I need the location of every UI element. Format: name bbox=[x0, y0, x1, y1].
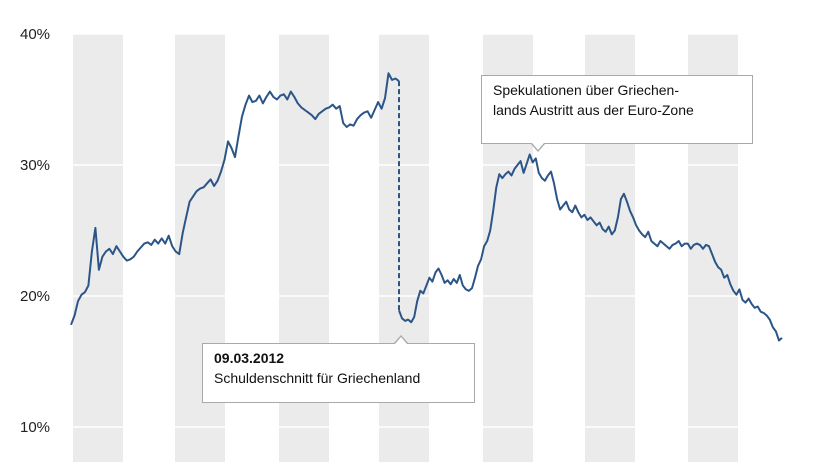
y-tick-label-30: 30% bbox=[20, 157, 50, 174]
series-layer bbox=[70, 72, 783, 342]
callout-pointer-speculation-fill bbox=[532, 143, 544, 150]
annotation-speculation-line-1: Spekulationen über Griechen- bbox=[493, 82, 680, 98]
y-tick-label-10: 10% bbox=[20, 419, 50, 436]
y-tick-label-20: 20% bbox=[20, 288, 50, 305]
annotation-haircut-date: 09.03.2012 bbox=[214, 350, 285, 366]
gridlines bbox=[70, 33, 784, 428]
annotation-haircut-text: Schuldenschnitt für Griechenland bbox=[214, 370, 421, 386]
y-tick-label-40: 40% bbox=[20, 26, 50, 43]
y-axis: 10% 20% 30% 40% bbox=[20, 26, 50, 436]
annotation-speculation-line-2: lands Austritt aus der Euro-Zone bbox=[493, 102, 694, 118]
background-bands bbox=[73, 34, 738, 462]
series-line-after-haircut bbox=[398, 153, 783, 342]
annotation-haircut: 09.03.2012 Schuldenschnitt für Griechenl… bbox=[202, 343, 475, 403]
callout-pointer-haircut-fill bbox=[395, 337, 407, 344]
annotation-speculation: Spekulationen über Griechen- lands Austr… bbox=[481, 75, 753, 144]
series-line-before-haircut bbox=[70, 72, 400, 326]
